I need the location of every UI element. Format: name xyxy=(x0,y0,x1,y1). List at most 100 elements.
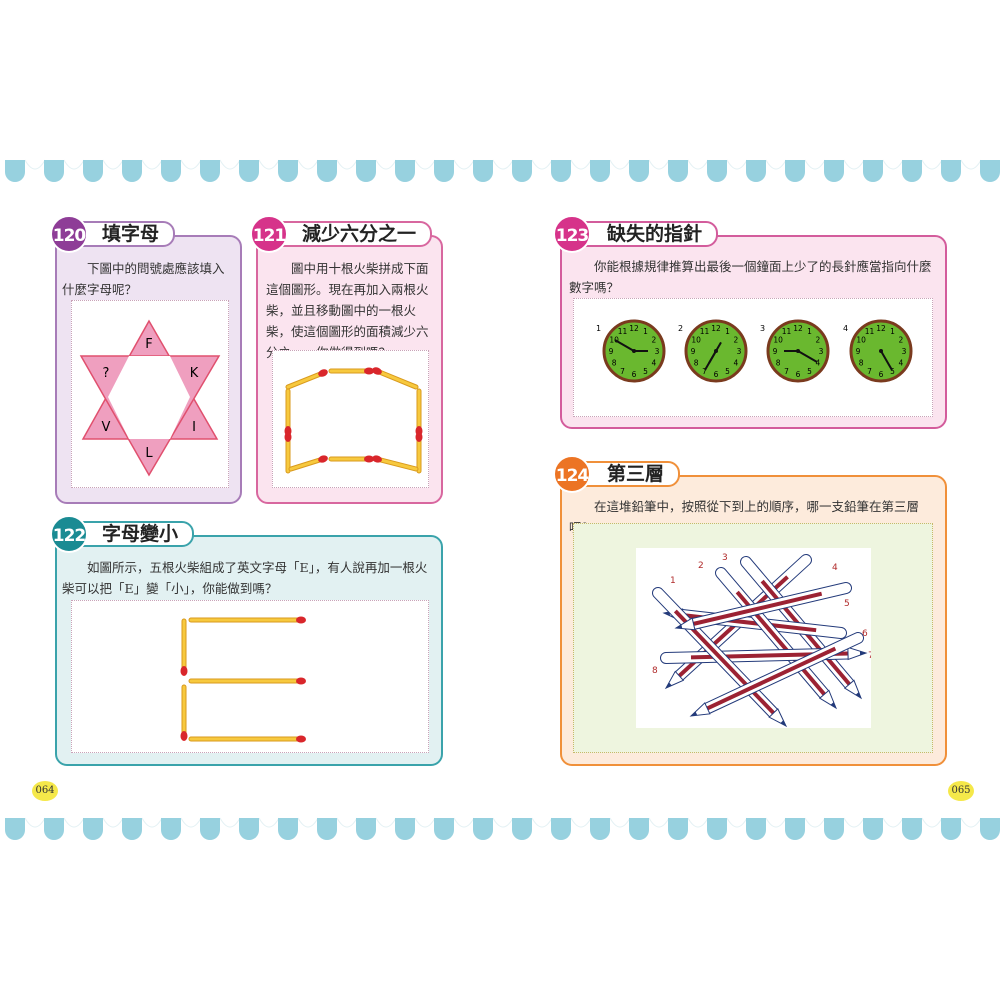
scallop-tab xyxy=(902,160,922,182)
scallop-arc xyxy=(453,159,475,170)
scallop-arc xyxy=(180,817,202,828)
scallop-arc xyxy=(414,159,436,170)
scallop-tab xyxy=(668,160,688,182)
scallop-arc xyxy=(297,159,319,170)
scallop-arc xyxy=(258,817,280,828)
scallop-arc xyxy=(843,817,865,828)
scallop-arc xyxy=(570,817,592,828)
pencil-label-5: 5 xyxy=(844,599,850,609)
clock-numeral: 3 xyxy=(819,347,824,356)
scallop-tab xyxy=(512,818,532,840)
scallop-arc xyxy=(609,817,631,828)
scallop-arc xyxy=(765,817,787,828)
clock-numeral: 2 xyxy=(816,336,821,345)
puzzle-121-title: 減少六分之一 xyxy=(272,221,433,247)
pencil-label-3: 3 xyxy=(722,553,728,563)
puzzle-123-figure: 12 1 2 3 4 5 6 7 8 9 10 11 1 12 1 2 3 4 5 6 7 8 9 10 11 2 12 1 2 3 4 5 6… xyxy=(573,298,933,417)
scallop-arc xyxy=(804,159,826,170)
scallop-tab xyxy=(83,818,103,840)
clock-numeral: 8 xyxy=(859,359,864,368)
scallop-tab xyxy=(512,160,532,182)
clock-numeral: 3 xyxy=(737,347,742,356)
clock-label: 4 xyxy=(843,324,848,333)
scallop-tab xyxy=(434,160,454,182)
clock-numeral: 4 xyxy=(816,359,821,368)
pencil-pile: 1 2 3 4 5 6 7 8 xyxy=(652,553,874,728)
scallop-tab xyxy=(707,160,727,182)
puzzle-120-title: 填字母 xyxy=(72,221,176,247)
scallop-tab xyxy=(668,818,688,840)
clock-numeral: 8 xyxy=(694,359,699,368)
clock-numeral: 10 xyxy=(609,336,619,345)
pencil-label-2: 2 xyxy=(698,561,704,571)
scallop-arc xyxy=(687,159,709,170)
scallop-arc xyxy=(804,817,826,828)
clock-numeral: 12 xyxy=(711,324,721,333)
pencil-label-8: 8 xyxy=(652,666,658,676)
scallop-tab xyxy=(356,160,376,182)
match-head xyxy=(296,616,306,624)
clock-numeral: 4 xyxy=(652,359,657,368)
clock-numeral: 9 xyxy=(609,347,614,356)
scallop-tab xyxy=(200,160,220,182)
scallop-arc xyxy=(648,817,670,828)
clock-hand xyxy=(797,350,818,363)
scallop-tab xyxy=(824,160,844,182)
scallop-tab xyxy=(122,818,142,840)
clock-numeral: 10 xyxy=(773,336,783,345)
scallop-tab xyxy=(44,160,64,182)
clock-numeral: 11 xyxy=(782,327,792,336)
scallop-tab xyxy=(785,818,805,840)
clock-hand xyxy=(614,339,635,352)
clock-label: 2 xyxy=(678,324,683,333)
clock-numeral: 5 xyxy=(643,367,648,376)
scallop-tab xyxy=(5,818,25,840)
scallop-arc xyxy=(336,817,358,828)
scallop-tab xyxy=(83,160,103,182)
scallop-arc xyxy=(258,159,280,170)
scallop-arc xyxy=(375,159,397,170)
letter-l: L xyxy=(145,446,153,461)
scallop-tab xyxy=(122,160,142,182)
clock-numeral: 12 xyxy=(629,324,639,333)
scallop-tab xyxy=(863,160,883,182)
scallop-tab xyxy=(785,160,805,182)
puzzle-123-number: 123 xyxy=(553,215,591,253)
scallop-arc xyxy=(882,817,904,828)
scallop-tab xyxy=(473,818,493,840)
puzzle-123-title: 缺失的指針 xyxy=(577,221,719,247)
clock-numeral: 9 xyxy=(856,347,861,356)
scallop-arc xyxy=(453,817,475,828)
puzzle-122-title: 字母變小 xyxy=(72,521,195,547)
match-head xyxy=(296,677,306,685)
clock-numeral: 1 xyxy=(807,327,812,336)
scallop-tab xyxy=(980,818,1000,840)
scallop-arc xyxy=(882,159,904,170)
match-head xyxy=(372,455,382,463)
scallop-tab xyxy=(551,160,571,182)
clock-numeral: 4 xyxy=(899,359,904,368)
pencil-label-1: 1 xyxy=(670,576,676,586)
scallop-arc xyxy=(648,159,670,170)
clock-numeral: 5 xyxy=(890,367,895,376)
scallop-arc xyxy=(219,159,241,170)
match-head xyxy=(284,432,292,442)
scallop-tab xyxy=(317,818,337,840)
scallop-tab xyxy=(278,818,298,840)
scallop-tab xyxy=(941,160,961,182)
clock-numeral: 12 xyxy=(876,324,886,333)
clock-center xyxy=(879,349,883,353)
clock-numeral: 1 xyxy=(643,327,648,336)
scallop-tab xyxy=(395,818,415,840)
scallop-arc xyxy=(531,159,553,170)
clock-numeral: 3 xyxy=(902,347,907,356)
page-number-left: 064 xyxy=(32,781,58,801)
letter-v: V xyxy=(102,420,111,435)
clock-numeral: 10 xyxy=(691,336,701,345)
pencil-label-4: 4 xyxy=(832,563,838,573)
clock-numeral: 7 xyxy=(620,367,625,376)
puzzle-120-number: 120 xyxy=(50,215,88,253)
clock-numeral: 1 xyxy=(725,327,730,336)
scallop-arc xyxy=(102,159,124,170)
letter-f: F xyxy=(145,337,152,352)
